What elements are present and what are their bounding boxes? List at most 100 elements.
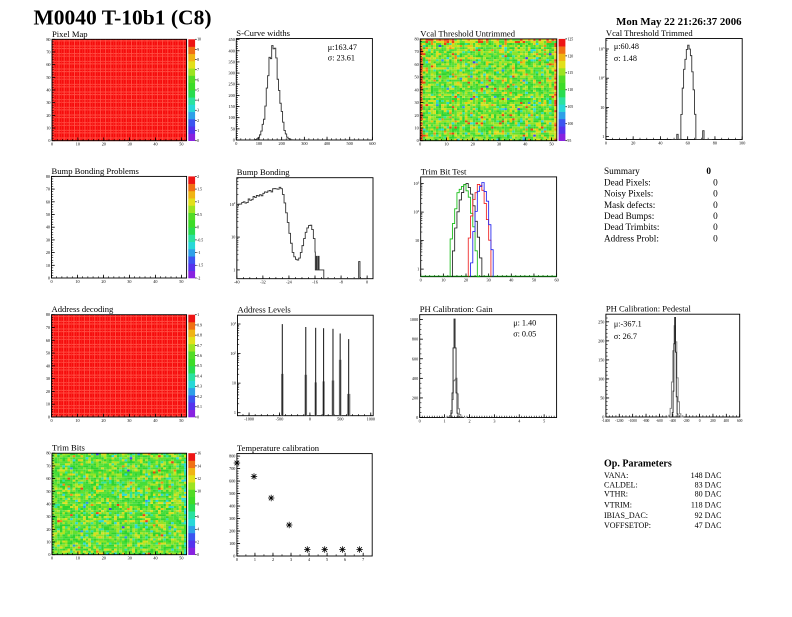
svg-text:4: 4 xyxy=(518,419,521,424)
svg-text:40: 40 xyxy=(46,363,50,368)
svg-text:50: 50 xyxy=(179,418,183,423)
svg-text:600: 600 xyxy=(369,141,375,146)
svg-text:40: 40 xyxy=(658,141,662,146)
svg-text:0: 0 xyxy=(419,419,421,424)
svg-text:μ:60.48: μ:60.48 xyxy=(614,42,639,51)
svg-text:50: 50 xyxy=(179,556,183,561)
svg-text:0: 0 xyxy=(605,141,607,146)
svg-text:VOFFSETOP:: VOFFSETOP: xyxy=(604,521,651,530)
svg-text:40: 40 xyxy=(153,142,157,147)
svg-text:400: 400 xyxy=(412,376,418,381)
svg-text:Mask defects:: Mask defects: xyxy=(604,200,655,210)
svg-text:40: 40 xyxy=(46,88,50,93)
svg-text:30: 30 xyxy=(46,514,50,519)
svg-text:10: 10 xyxy=(75,279,79,284)
svg-text:5: 5 xyxy=(326,557,328,562)
svg-text:1000: 1000 xyxy=(410,317,418,322)
svg-text:60: 60 xyxy=(555,278,559,283)
svg-text:0.5: 0.5 xyxy=(197,213,202,217)
svg-text:-1200: -1200 xyxy=(615,419,624,423)
svg-text:200: 200 xyxy=(279,141,285,146)
svg-text:Dead Pixels:: Dead Pixels: xyxy=(604,177,651,187)
svg-text:0: 0 xyxy=(713,211,718,221)
svg-text:0: 0 xyxy=(48,276,50,281)
svg-text:20: 20 xyxy=(46,527,50,532)
svg-text:200: 200 xyxy=(598,338,604,343)
svg-text:Address decoding: Address decoding xyxy=(52,304,115,314)
svg-text:VANA:: VANA: xyxy=(604,471,628,480)
svg-text:60: 60 xyxy=(415,62,419,67)
svg-text:σ: 26.7: σ: 26.7 xyxy=(614,332,637,341)
svg-text:0: 0 xyxy=(50,418,52,423)
svg-text:Dead Bumps:: Dead Bumps: xyxy=(604,211,654,221)
svg-text:1: 1 xyxy=(444,419,446,424)
svg-text:102: 102 xyxy=(599,75,605,81)
svg-text:1: 1 xyxy=(254,557,256,562)
svg-text:200: 200 xyxy=(229,93,235,98)
svg-text:0.1: 0.1 xyxy=(197,405,202,409)
svg-text:40: 40 xyxy=(46,502,50,507)
svg-text:5: 5 xyxy=(197,88,199,92)
svg-text:0: 0 xyxy=(366,280,368,285)
svg-text:40: 40 xyxy=(46,225,50,230)
svg-text:95: 95 xyxy=(567,139,571,143)
svg-text:500: 500 xyxy=(337,417,343,422)
svg-text:0.5: 0.5 xyxy=(197,364,202,368)
svg-text:92 DAC: 92 DAC xyxy=(695,511,722,520)
svg-text:PH Calibration: Gain: PH Calibration: Gain xyxy=(420,304,494,314)
svg-text:Temperature calibration: Temperature calibration xyxy=(237,443,320,453)
svg-text:102: 102 xyxy=(230,351,236,357)
svg-text:400: 400 xyxy=(229,504,235,509)
svg-text:70: 70 xyxy=(46,463,50,468)
svg-text:σ: 1.48: σ: 1.48 xyxy=(614,54,637,63)
svg-text:70: 70 xyxy=(46,50,50,55)
svg-text:6: 6 xyxy=(197,515,199,519)
svg-text:-1000: -1000 xyxy=(629,419,638,423)
svg-text:16: 16 xyxy=(197,452,201,456)
svg-text:10: 10 xyxy=(46,263,50,268)
svg-text:400: 400 xyxy=(724,419,730,423)
svg-text:600: 600 xyxy=(229,479,235,484)
svg-text:60: 60 xyxy=(46,338,50,343)
svg-text:100: 100 xyxy=(256,141,262,146)
svg-text:20: 20 xyxy=(101,279,105,284)
svg-text:10: 10 xyxy=(415,238,419,243)
svg-text:60: 60 xyxy=(46,62,50,67)
svg-text:120: 120 xyxy=(567,54,573,58)
svg-text:80: 80 xyxy=(46,312,50,317)
svg-text:Mon May 22 21:26:37 2006: Mon May 22 21:26:37 2006 xyxy=(616,16,742,28)
svg-text:2: 2 xyxy=(468,419,470,424)
svg-text:47 DAC: 47 DAC xyxy=(695,521,722,530)
svg-text:0: 0 xyxy=(419,142,421,147)
svg-text:250: 250 xyxy=(598,319,604,324)
svg-text:1.5: 1.5 xyxy=(197,188,202,192)
svg-text:100: 100 xyxy=(739,141,745,146)
svg-text:30: 30 xyxy=(46,237,50,242)
svg-text:0: 0 xyxy=(417,138,419,143)
svg-text:800: 800 xyxy=(229,454,235,459)
svg-text:Address Levels: Address Levels xyxy=(238,305,292,315)
svg-text:30: 30 xyxy=(127,279,131,284)
svg-text:80: 80 xyxy=(713,141,717,146)
svg-text:0: 0 xyxy=(699,419,701,423)
svg-text:400: 400 xyxy=(324,141,330,146)
svg-text:4: 4 xyxy=(197,528,199,532)
svg-text:0: 0 xyxy=(713,189,718,199)
svg-text:1: 1 xyxy=(197,200,199,204)
svg-text:μ:-367.1: μ:-367.1 xyxy=(614,320,642,329)
svg-text:50: 50 xyxy=(549,142,553,147)
svg-text:250: 250 xyxy=(229,82,235,87)
svg-text:450: 450 xyxy=(229,37,235,42)
svg-text:50: 50 xyxy=(600,396,604,401)
svg-text:Summary: Summary xyxy=(604,166,640,176)
svg-text:10: 10 xyxy=(46,402,50,407)
svg-text:600: 600 xyxy=(412,356,418,361)
svg-text:2: 2 xyxy=(197,540,199,544)
svg-text:4: 4 xyxy=(308,557,311,562)
svg-text:125: 125 xyxy=(567,37,573,41)
svg-text:83 DAC: 83 DAC xyxy=(695,480,722,489)
svg-text:1: 1 xyxy=(197,313,199,317)
svg-text:50: 50 xyxy=(46,489,50,494)
svg-text:0: 0 xyxy=(50,279,52,284)
svg-text:100: 100 xyxy=(598,376,604,381)
